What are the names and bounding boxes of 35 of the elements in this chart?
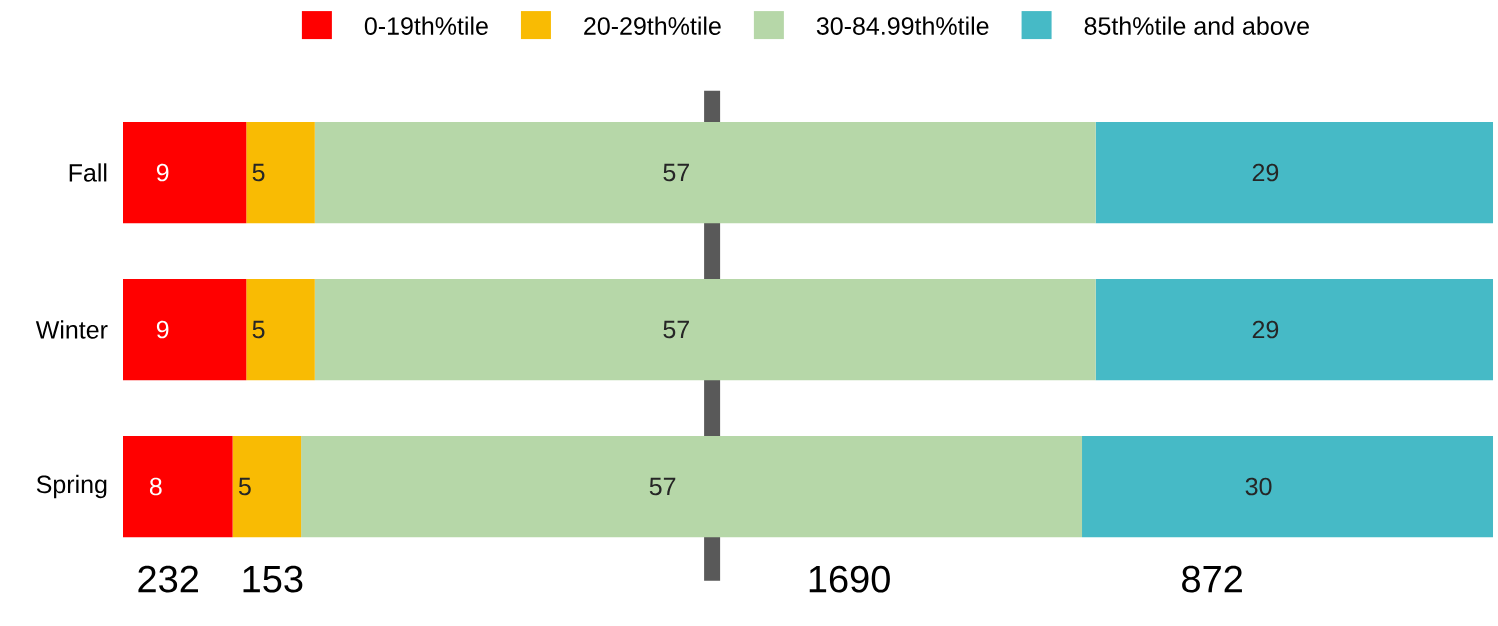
- bar: [123, 278, 247, 381]
- bar: [123, 121, 247, 224]
- data-label: 57: [663, 320, 689, 339]
- bar: [123, 435, 233, 538]
- y-tick-label: Spring: [36, 474, 107, 499]
- bar: [246, 121, 315, 224]
- data-label: 5: [252, 320, 265, 339]
- data-label: 5: [252, 163, 265, 182]
- data-label: 9: [156, 320, 169, 339]
- bar: [1095, 121, 1494, 224]
- data-label: 9: [156, 163, 169, 182]
- legend-label: 30-84.99th%tile: [816, 16, 989, 35]
- data-label: 5: [238, 477, 251, 496]
- bar: [1095, 278, 1494, 381]
- y-tick-label: Fall: [69, 163, 107, 182]
- annotation: 153: [243, 565, 303, 593]
- bar: [301, 435, 1083, 538]
- annotation: 872: [1182, 565, 1242, 593]
- legend-label: 85th%tile and above: [1084, 16, 1309, 35]
- annotation: 1690: [809, 565, 890, 593]
- y-tick-label: Winter: [35, 320, 108, 339]
- bar: [232, 435, 302, 538]
- data-label: 8: [149, 477, 162, 496]
- data-label: 30: [1245, 477, 1272, 496]
- bar: [1082, 435, 1494, 538]
- legend-label: 20-29th%tile: [584, 16, 721, 35]
- bar: [314, 278, 1096, 381]
- data-label: 57: [649, 477, 676, 496]
- bar: [314, 121, 1096, 224]
- annotation: 232: [138, 565, 198, 593]
- data-label: 29: [1252, 320, 1279, 339]
- legend-label: 0-19th%tile: [364, 16, 488, 35]
- bar: [246, 278, 315, 381]
- data-label: 57: [663, 163, 689, 182]
- data-label: 29: [1252, 163, 1279, 182]
